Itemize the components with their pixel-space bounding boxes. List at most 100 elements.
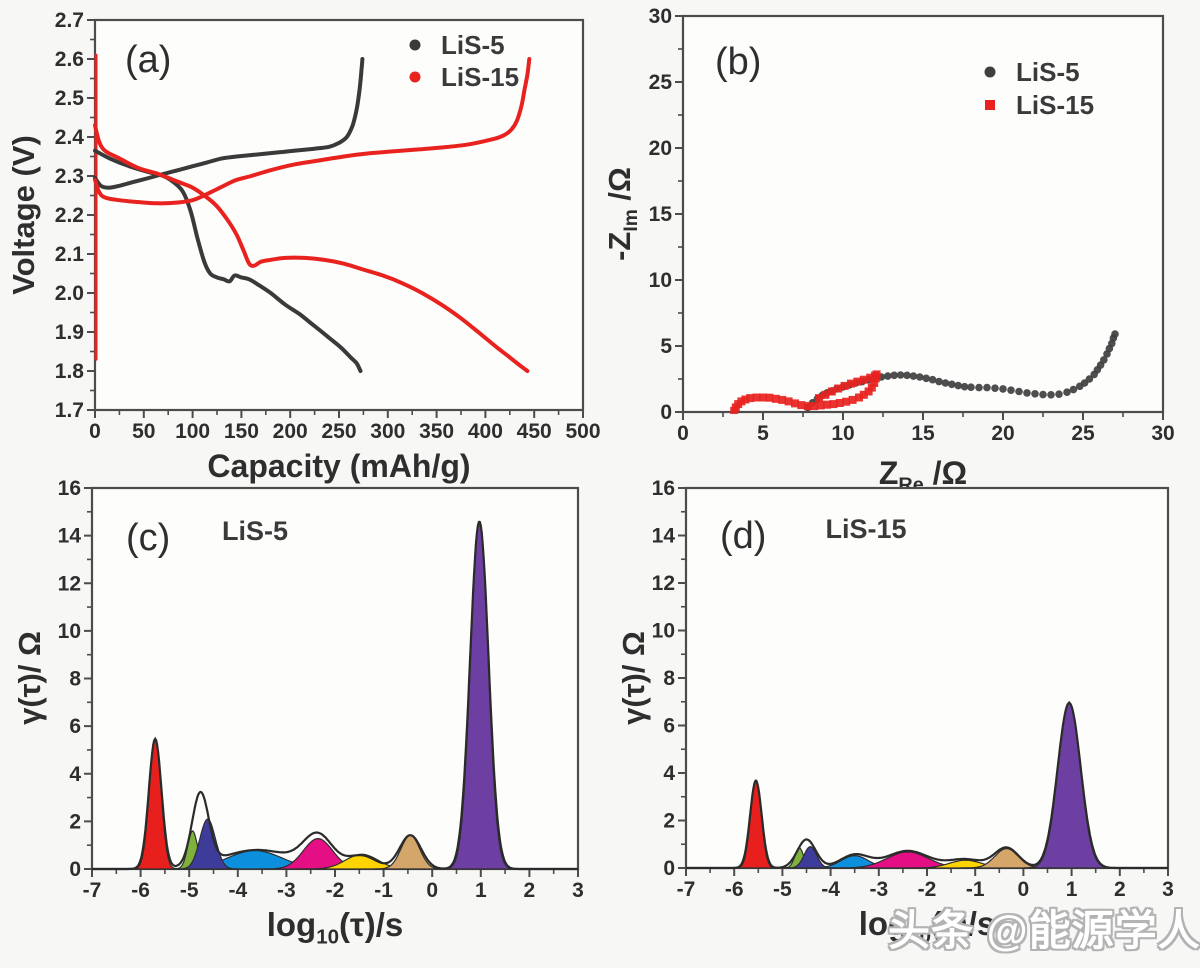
- data-point: [1069, 385, 1078, 394]
- legend-marker: [985, 100, 995, 110]
- x-tick-label: 20: [991, 422, 1014, 445]
- y-tick-label: 2.0: [55, 282, 84, 305]
- x-tick-label: 150: [224, 420, 259, 443]
- y-tick-label: 10: [649, 269, 672, 292]
- data-point: [821, 390, 830, 399]
- data-point: [960, 382, 969, 391]
- y-tick-label: 8: [69, 668, 81, 691]
- legend-label: LiS-5: [441, 30, 505, 60]
- x-tick-label: 2: [524, 879, 536, 902]
- x-tick-label: 200: [273, 420, 308, 443]
- data-point: [741, 395, 750, 404]
- data-point: [991, 384, 999, 393]
- x-axis-label-a: Capacity (mAh/g): [207, 448, 470, 484]
- series-lis-5-charge: [93, 57, 365, 190]
- data-point: [866, 373, 875, 382]
- y-tick-label: 1.7: [55, 399, 84, 422]
- data-point: [746, 394, 755, 403]
- data-point: [903, 371, 911, 380]
- x-tick-label: -3: [277, 879, 296, 902]
- x-tick-label: 3: [1162, 878, 1174, 901]
- data-point: [1031, 390, 1039, 398]
- data-point: [1063, 388, 1071, 397]
- y-tick-label: 10: [652, 620, 675, 643]
- data-point: [815, 394, 823, 403]
- x-tick-label: 0: [89, 420, 101, 443]
- y-tick-label: 5: [660, 335, 672, 358]
- data-point: [848, 395, 857, 404]
- axes-a: 0 50 100 150 200 250 300 350 400 450 500 1.7 1.8 1.9 2…: [55, 9, 601, 443]
- x-tick-label: 450: [517, 420, 552, 443]
- data-point: [1015, 387, 1023, 396]
- data-point: [816, 401, 825, 410]
- data-point: [859, 375, 868, 384]
- legend-marker: [409, 71, 421, 83]
- axes-b: 0 5 10 15 20 25 30 0 5 10 15 20 25 30: [649, 5, 1175, 445]
- legend-marker: [984, 66, 996, 78]
- y-tick-label: 10: [58, 620, 81, 643]
- y-tick-label: 20: [649, 137, 672, 160]
- y-tick-label: 2.7: [55, 9, 84, 32]
- y-tick-label: 16: [58, 477, 81, 500]
- x-tick-label: 5: [757, 422, 769, 445]
- y-tick-label: 12: [652, 572, 675, 595]
- data-point: [928, 375, 937, 384]
- data-point: [840, 381, 849, 390]
- x-tick-label: 250: [321, 420, 356, 443]
- data-point: [859, 390, 868, 399]
- data-point: [1111, 330, 1119, 338]
- x-tick-label: -5: [773, 878, 792, 901]
- chart-title-c: LiS-5: [222, 516, 288, 546]
- data-point: [1100, 356, 1108, 364]
- data-point: [810, 402, 819, 411]
- x-tick-label: 400: [468, 420, 503, 443]
- y-axis-label-d: γ(τ)/ Ω: [616, 631, 651, 725]
- x-tick-label: 2: [1114, 878, 1126, 901]
- data-point: [871, 371, 879, 380]
- x-tick-label: 500: [565, 420, 600, 443]
- data-point: [759, 393, 767, 402]
- x-tick-label: -1: [966, 878, 985, 901]
- y-tick-label: 2.2: [55, 204, 84, 227]
- y-tick-label: 30: [649, 5, 672, 28]
- panel-label-a: (a): [125, 39, 171, 81]
- data-point: [922, 374, 930, 383]
- data-point: [803, 402, 812, 411]
- x-tick-label: 0: [426, 879, 438, 902]
- data-point: [778, 395, 787, 404]
- panel-label-c: (c): [126, 517, 170, 559]
- plot-frame-d: [684, 486, 1170, 870]
- plot-frame-b: [681, 14, 1165, 414]
- legend-marker: [409, 39, 421, 51]
- x-axis-label-c: log10(τ)/s: [267, 906, 404, 948]
- y-tick-label: 12: [58, 572, 81, 595]
- data-point: [827, 387, 836, 396]
- peak-navy: [785, 845, 836, 869]
- y-tick-label: 2.6: [55, 48, 84, 71]
- data-point: [916, 373, 924, 381]
- y-tick-label: 2: [69, 810, 81, 833]
- envelope-line: [685, 702, 1169, 870]
- data-point: [983, 383, 991, 392]
- x-tick-label: 25: [1071, 422, 1095, 445]
- y-axis-label-b: -ZIm /Ω: [602, 167, 642, 261]
- y-tick-label: 14: [652, 525, 676, 548]
- data-point: [784, 397, 793, 406]
- y-tick-label: 6: [69, 715, 81, 738]
- legend-label: LiS-5: [1016, 57, 1080, 87]
- series-lis-15-discharge: [93, 123, 530, 373]
- data-point: [954, 381, 962, 390]
- x-tick-label: -6: [131, 879, 150, 902]
- data-point: [791, 399, 799, 408]
- data-point: [752, 393, 761, 402]
- y-tick-label: 2.4: [55, 126, 85, 149]
- data-point: [842, 397, 851, 406]
- panel-label-d: (d): [720, 515, 766, 557]
- x-tick-label: 1: [475, 879, 487, 902]
